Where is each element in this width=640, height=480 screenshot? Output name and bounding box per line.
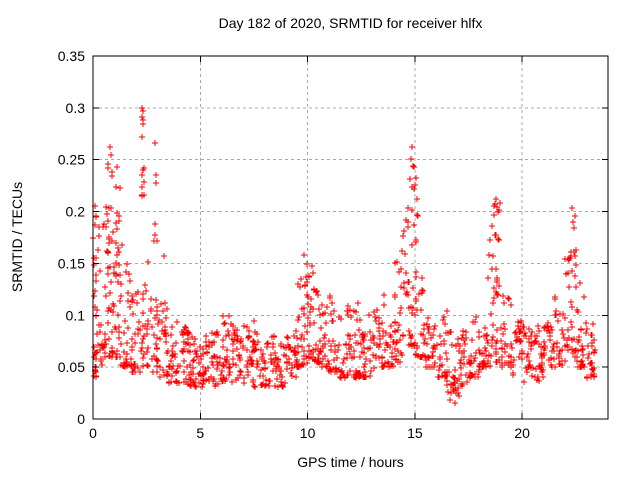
y-tick-label: 0.15 (58, 255, 85, 271)
y-tick-label: 0 (77, 411, 85, 427)
y-tick-label: 0.3 (66, 100, 86, 116)
axis-ticks (92, 55, 608, 420)
y-tick-label: 0.1 (66, 307, 86, 323)
x-tick-label: 15 (407, 425, 423, 441)
y-tick-label: 0.05 (58, 359, 85, 375)
plot-border (92, 55, 609, 420)
y-tick-label: 0.25 (58, 152, 85, 168)
x-axis-label: GPS time / hours (297, 454, 404, 470)
grid-lines (93, 56, 608, 419)
x-tick-label: 5 (196, 425, 204, 441)
x-tick-label: 10 (300, 425, 316, 441)
x-tick-label: 20 (514, 425, 530, 441)
chart-title: Day 182 of 2020, SRMTID for receiver hlf… (218, 15, 483, 31)
x-tick-label: 0 (89, 425, 97, 441)
y-tick-label: 0.35 (58, 48, 85, 64)
scatter-points (90, 105, 598, 406)
y-tick-label: 0.2 (66, 204, 86, 220)
